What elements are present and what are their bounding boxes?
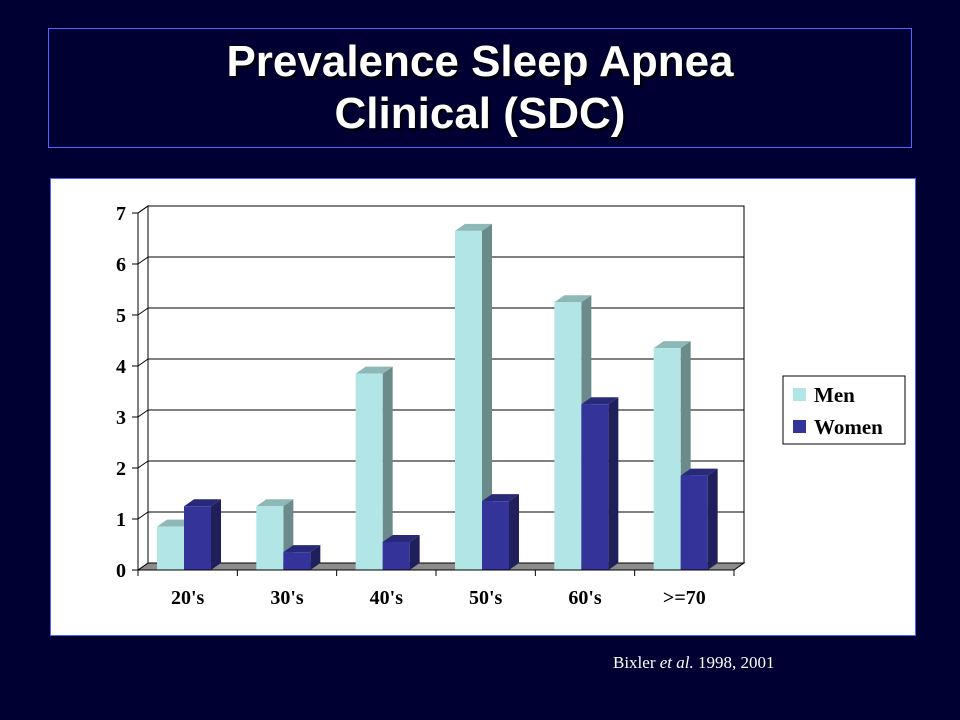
bar-top <box>355 366 393 374</box>
bar-top <box>653 341 691 349</box>
bar-chart: 0 1 2 3 4 5 6 7 20's 30's 40's 50's 60's >=70 Men Women <box>116 203 906 609</box>
y-tick-label: 4 <box>116 356 126 378</box>
y-tick-label: 3 <box>116 407 126 429</box>
bar-top <box>680 468 718 476</box>
bar-side <box>310 545 321 570</box>
bar-top <box>482 494 519 502</box>
title-box: Prevalence Sleep Apnea Clinical (SDC) <box>48 28 912 148</box>
bar-top <box>256 499 294 507</box>
gridline-side <box>137 307 149 316</box>
bar <box>355 373 383 570</box>
x-tick-label: 60's <box>568 587 602 609</box>
citation-etal: et al. <box>659 653 694 672</box>
x-tick-label: 20's <box>171 587 205 609</box>
bar-top <box>581 397 619 405</box>
bar <box>554 302 582 570</box>
chart-panel: 0 1 2 3 4 5 6 7 20's 30's 40's 50's 60's >=70 Men Women <box>50 178 916 636</box>
bar-side <box>482 223 492 570</box>
y-tick-label: 6 <box>116 254 126 276</box>
bar-side <box>211 499 221 570</box>
gridline-side <box>137 409 149 418</box>
citation-years: 1998, 2001 <box>698 653 775 672</box>
citation-author: Bixler <box>613 653 656 672</box>
legend-label: Men <box>814 383 855 407</box>
x-tick-label: 50's <box>469 587 503 609</box>
y-tick-label: 5 <box>116 305 126 327</box>
bar <box>382 541 410 570</box>
gridline-side <box>137 511 149 520</box>
bar-side <box>707 468 718 570</box>
bar-top <box>554 295 592 303</box>
slide-title-line2: Clinical (SDC) <box>334 89 626 138</box>
bar-top <box>184 499 221 507</box>
legend-swatch <box>793 388 806 401</box>
gridline-side <box>137 256 149 265</box>
bar-top <box>455 223 492 231</box>
bar <box>283 552 311 570</box>
bar-top <box>283 545 321 553</box>
y-tick-label: 1 <box>116 509 126 531</box>
gridline-side <box>137 205 149 214</box>
bar-side <box>382 366 393 570</box>
bar-top <box>382 534 420 542</box>
bar <box>482 501 509 570</box>
slide-title-line1: Prevalence Sleep Apnea <box>226 37 734 86</box>
y-tick-label: 2 <box>116 458 126 480</box>
bar <box>157 526 184 570</box>
bar <box>455 230 482 570</box>
legend-swatch <box>793 420 806 433</box>
bar <box>653 348 681 570</box>
gridline-side <box>137 460 149 469</box>
legend-label: Women <box>814 415 883 439</box>
bar <box>680 475 708 570</box>
bar <box>581 404 609 570</box>
bar-side <box>409 534 420 570</box>
gridline-side <box>137 358 149 367</box>
y-tick-label: 0 <box>116 560 126 582</box>
bar-side <box>608 397 619 570</box>
x-tick-label: 30's <box>270 587 304 609</box>
x-tick-label: 40's <box>370 587 404 609</box>
bar-side <box>509 494 519 570</box>
bar <box>184 506 211 570</box>
citation: Bixler et al. 1998, 2001 <box>613 653 775 673</box>
back-wall <box>147 205 745 564</box>
floor <box>136 562 746 571</box>
y-tick-label: 7 <box>116 203 126 225</box>
x-tick-label: >=70 <box>663 587 706 609</box>
bar <box>256 506 284 570</box>
